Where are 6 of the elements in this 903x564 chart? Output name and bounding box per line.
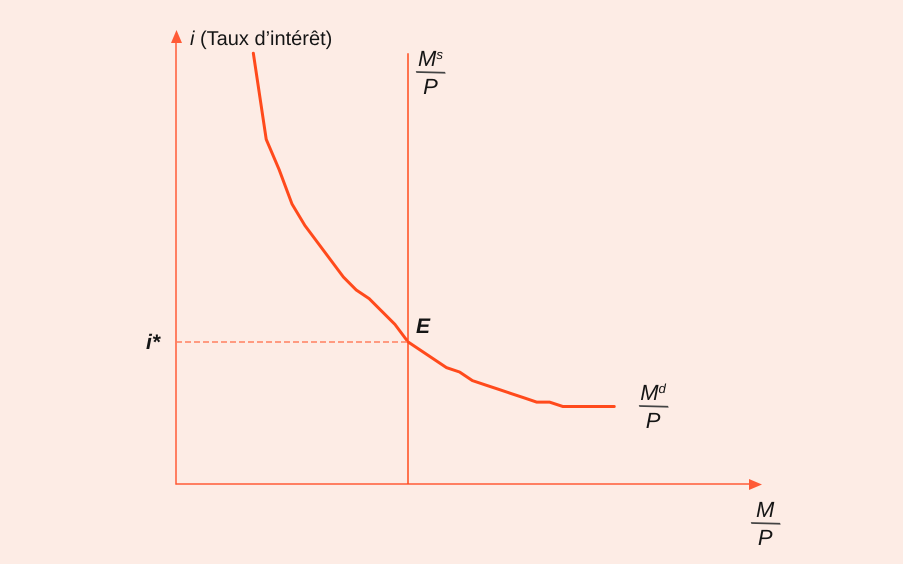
x-axis-title: M/P: [742, 497, 788, 550]
y-axis-title: i (Taux d’intérêt): [190, 28, 332, 50]
annotation: M$^{s}$/P: [408, 46, 453, 100]
annotation: E: [416, 314, 430, 339]
ref-line-label: i*: [146, 330, 160, 355]
series-label: M$^{d}$/P: [630, 380, 676, 434]
